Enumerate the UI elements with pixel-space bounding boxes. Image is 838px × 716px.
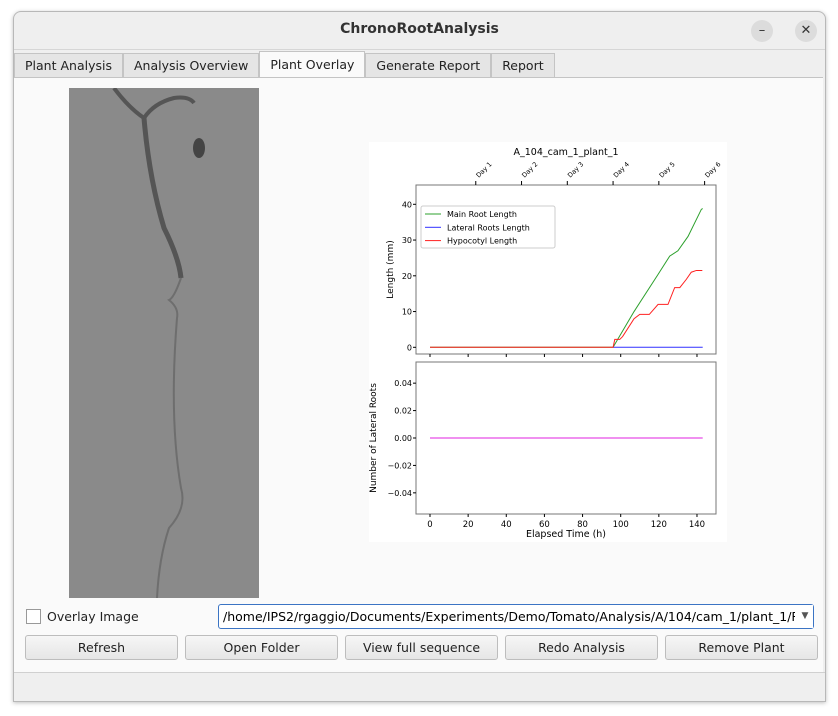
x-tick-label: 140	[689, 520, 705, 530]
x-tick-label: 40	[501, 520, 512, 530]
growth-figure: A_104_cam_1_plant_1 Day 1 Day 2 Day 3 Day 4 D…	[369, 142, 727, 542]
y-tick-label: 20	[402, 272, 412, 281]
y-tick-label: −0.02	[387, 461, 412, 470]
plant-overlay-panel: A_104_cam_1_plant_1 Day 1 Day 2 Day 3 Day 4 D…	[14, 77, 823, 673]
legend	[420, 205, 556, 249]
plant-image	[69, 86, 259, 599]
chart-title: A_104_cam_1_plant_1	[513, 147, 618, 158]
x-tick-label: 80	[577, 520, 588, 530]
tab-bar: Plant Analysis Analysis Overview Plant O…	[14, 51, 555, 77]
y-axis-label: Length (mm)	[386, 240, 396, 298]
legend-label: Main Root Length	[447, 210, 517, 219]
legend-label: Hypocotyl Length	[447, 237, 517, 246]
overlay-image-checkbox[interactable]: Overlay Image	[26, 609, 139, 624]
results-path-select[interactable]: /home/IPS2/rgaggio/Documents/Experiments…	[218, 604, 814, 629]
y-tick-label: 40	[402, 200, 412, 209]
tab-plant-overlay[interactable]: Plant Overlay	[259, 51, 366, 77]
y-tick-label: 0.00	[394, 434, 412, 443]
x-axis-label: Elapsed Time (h)	[526, 529, 606, 540]
overlay-image-label: Overlay Image	[47, 609, 139, 624]
y-tick-label: −0.04	[387, 489, 412, 498]
action-buttons: Refresh Open Folder View full sequence R…	[25, 635, 818, 660]
tab-analysis-overview[interactable]: Analysis Overview	[122, 53, 260, 77]
status-bar	[14, 672, 825, 701]
y-axis-label: Number of Lateral Roots	[369, 383, 379, 493]
refresh-button[interactable]: Refresh	[25, 635, 178, 660]
x-tick-label: 120	[651, 520, 667, 530]
tab-generate-report[interactable]: Generate Report	[365, 53, 492, 77]
legend-label: Lateral Roots Length	[447, 223, 530, 232]
redo-analysis-button[interactable]: Redo Analysis	[505, 635, 658, 660]
minimize-icon[interactable]: –	[751, 20, 773, 42]
growth-chart: A_104_cam_1_plant_1 Day 1 Day 2 Day 3 Day 4 D…	[369, 147, 722, 540]
y-tick-label: 0	[407, 343, 412, 352]
y-tick-label: 0.04	[394, 379, 412, 388]
day-tick-label: Day 4	[612, 160, 631, 179]
tab-report[interactable]: Report	[491, 53, 555, 77]
day-tick-label: Day 3	[566, 160, 585, 179]
title-bar: ChronoRootAnalysis – ✕	[14, 12, 825, 50]
series-line-hypocotyl-length	[430, 269, 703, 348]
view-full-sequence-button[interactable]: View full sequence	[345, 635, 498, 660]
x-tick-label: 100	[613, 520, 629, 530]
chevron-down-icon[interactable]: ▼	[797, 605, 813, 628]
series-line-main-root-length	[430, 208, 703, 348]
x-tick-label: 20	[463, 520, 474, 530]
window-title: ChronoRootAnalysis	[340, 21, 499, 37]
day-tick-label: Day 6	[703, 160, 722, 179]
x-tick-label: 60	[539, 520, 550, 530]
x-tick-label: 0	[427, 520, 432, 530]
day-tick-label: Day 5	[658, 160, 677, 179]
close-icon[interactable]: ✕	[795, 20, 817, 42]
top-axes-frame	[415, 184, 717, 355]
day-tick-label: Day 1	[475, 160, 494, 179]
y-tick-label: 30	[402, 236, 412, 245]
tab-plant-analysis[interactable]: Plant Analysis	[14, 53, 123, 77]
y-tick-label: 0.02	[394, 407, 412, 416]
y-tick-label: 10	[402, 308, 412, 317]
remove-plant-button[interactable]: Remove Plant	[665, 635, 818, 660]
day-tick-label: Day 2	[520, 160, 539, 179]
results-path-value: /home/IPS2/rgaggio/Documents/Experiments…	[223, 609, 795, 624]
open-folder-button[interactable]: Open Folder	[185, 635, 338, 660]
checkbox-box[interactable]	[26, 609, 41, 624]
app-window: ChronoRootAnalysis – ✕ Plant Analysis An…	[13, 11, 826, 702]
